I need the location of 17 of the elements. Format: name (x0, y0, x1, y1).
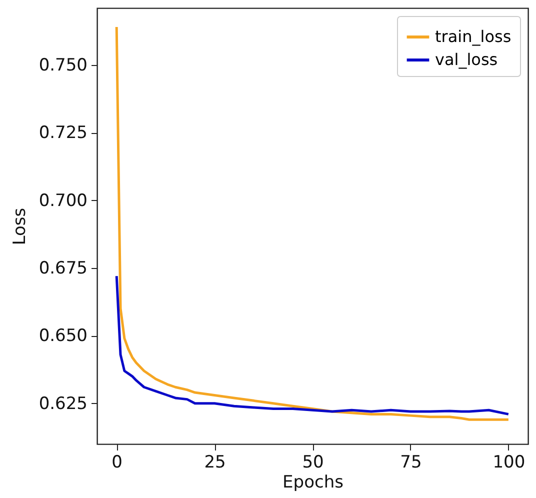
y-axis-title: Loss (10, 208, 30, 246)
y-tick-label: 0.675 (38, 258, 88, 278)
y-tick-label: 0.625 (38, 394, 88, 414)
line-series (115, 26, 510, 421)
y-tick-label: 0.725 (38, 123, 88, 144)
x-tick-label: 75 (400, 452, 422, 472)
legend-label: train_loss (435, 27, 512, 46)
x-tick-label: 0 (112, 452, 123, 472)
y-tick-label: 0.750 (38, 55, 88, 76)
x-tick-label: 100 (492, 452, 526, 472)
x-axis-title: Epochs (282, 472, 344, 492)
x-tick-label: 50 (302, 452, 324, 472)
line-series (115, 274, 510, 416)
y-tick-label: 0.650 (38, 326, 88, 346)
legend-label: val_loss (435, 50, 498, 69)
y-tick-label: 0.700 (38, 190, 88, 211)
x-tick-label: 25 (204, 452, 226, 472)
